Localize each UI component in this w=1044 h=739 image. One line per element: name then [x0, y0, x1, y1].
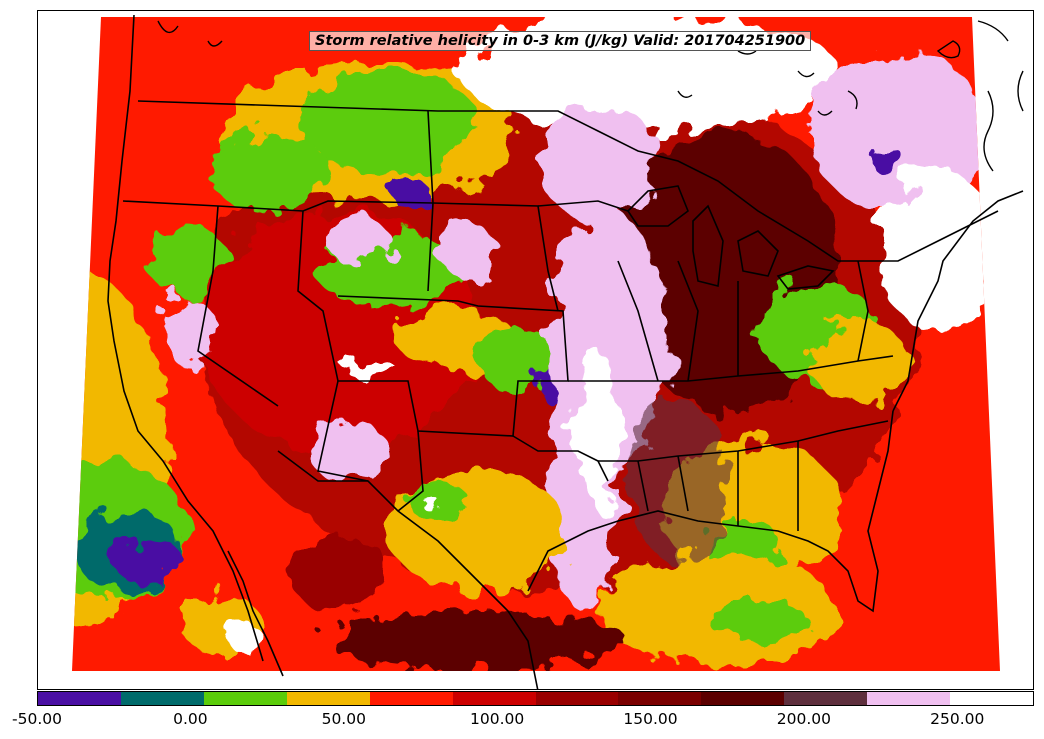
colorbar-segment: [950, 692, 1034, 705]
map-title: Storm relative helicity in 0-3 km (J/kg)…: [309, 31, 812, 51]
colorbar-segment: [38, 692, 121, 705]
colorbar-segment: [369, 692, 453, 705]
colorbar-tick-label: 150.00: [623, 710, 678, 728]
colorbar-segment: [120, 692, 204, 705]
map-frame: Storm relative helicity in 0-3 km (J/kg)…: [37, 10, 1034, 690]
colorbar-tick-label: 200.00: [776, 710, 832, 728]
colorbar-tick-label: 0.00: [173, 710, 208, 728]
colorbar-tick-label: 250.00: [930, 710, 985, 728]
colorbar-tick-label: 50.00: [321, 710, 366, 728]
colorbar-tick-label: -50.00: [12, 710, 62, 728]
colorbar-segment: [452, 692, 536, 705]
colorbar-segment: [286, 692, 370, 705]
colorbar-segment: [203, 692, 287, 705]
colorbar-segment: [867, 692, 951, 705]
helicity-map: [72, 14, 1024, 689]
colorbar-segment: [535, 692, 619, 705]
coastlines-and-borders: [107, 14, 1024, 689]
helicity-field: [72, 17, 1000, 671]
canadian-lakes: [157, 20, 1024, 172]
colorbar: [37, 691, 1034, 706]
colorbar-tick-label: 100.00: [470, 710, 525, 728]
colorbar-segment: [618, 692, 702, 705]
colorbar-segment: [701, 692, 785, 705]
colorbar-segment: [784, 692, 868, 705]
